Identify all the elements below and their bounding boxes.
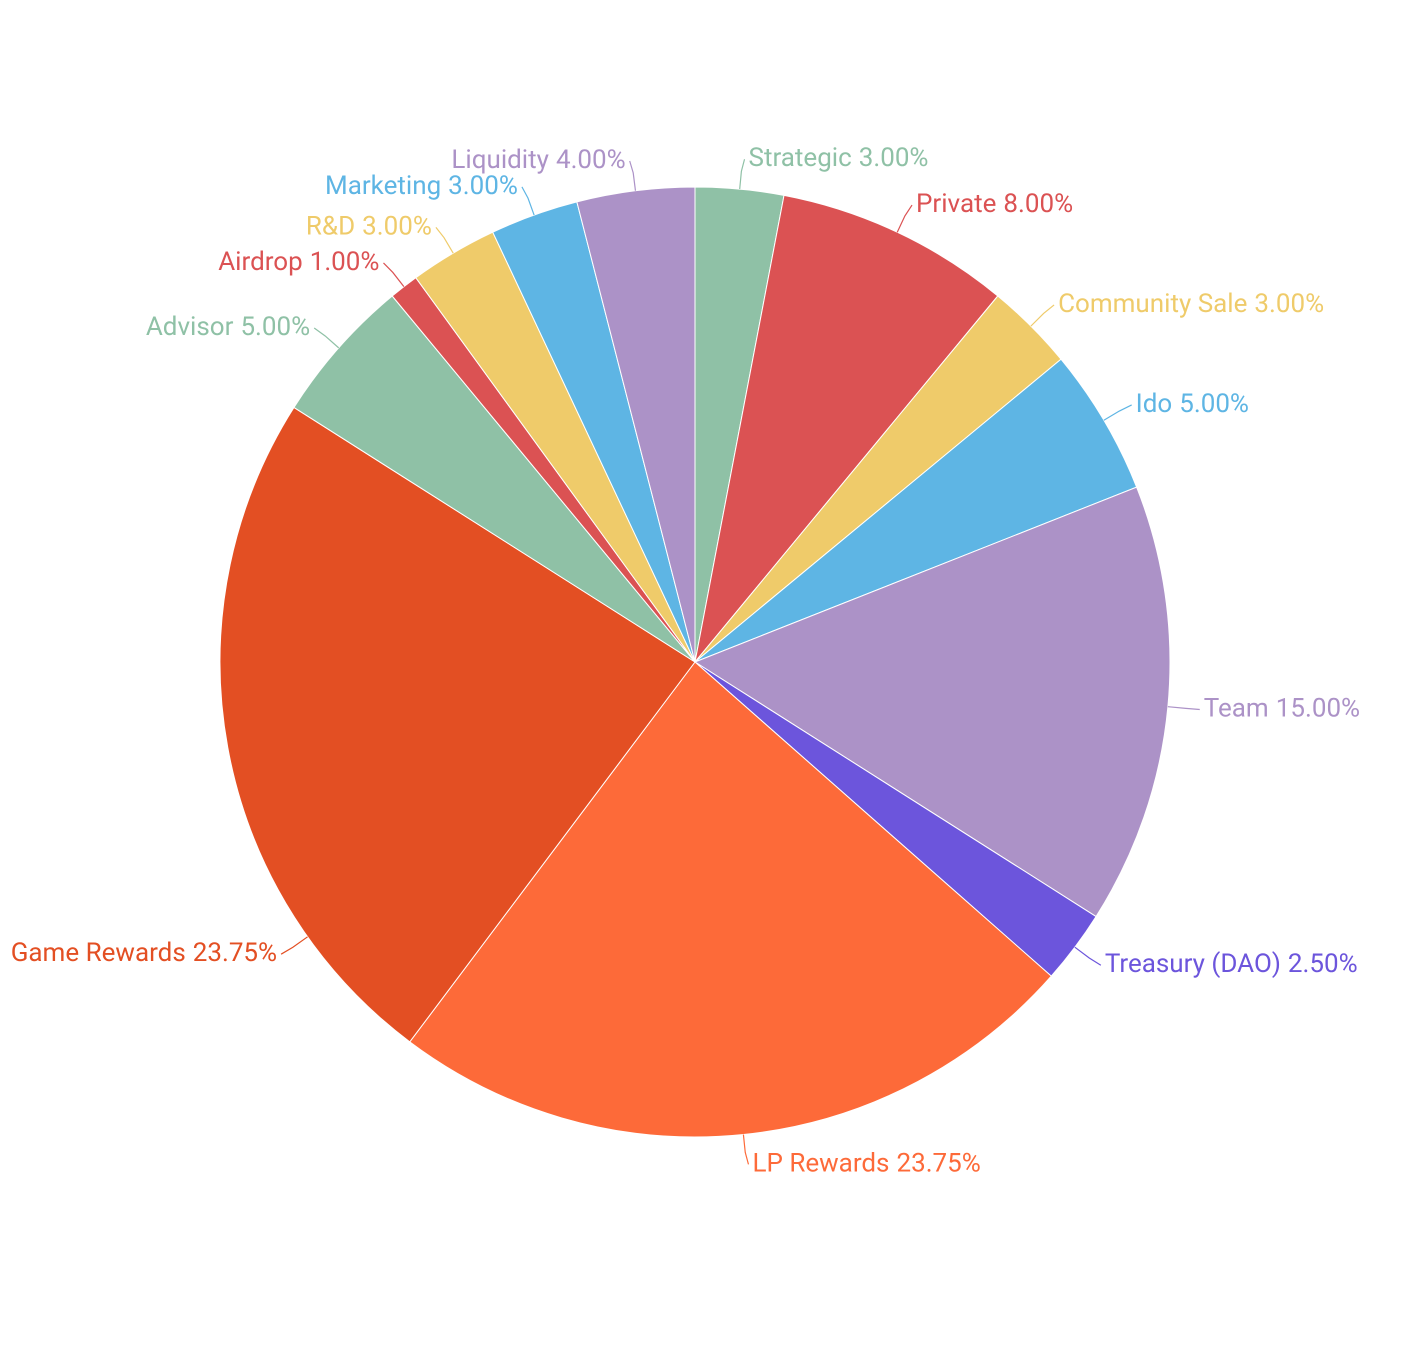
slice-label-value: 3.00% <box>448 171 518 201</box>
slice-label-value: 1.00% <box>310 247 380 277</box>
slice-label-value: 15.00% <box>1276 693 1360 723</box>
slice-label: Ido 5.00% <box>1136 389 1249 419</box>
slice-label-value: 5.00% <box>1179 389 1249 419</box>
slice-label: Community Sale 3.00% <box>1058 289 1324 319</box>
pie-slice <box>694 194 999 663</box>
slice-label-value: 23.75% <box>896 1148 980 1178</box>
pie-slice <box>409 661 1053 1138</box>
slice-label-value: 3.00% <box>1254 289 1324 319</box>
slice-label-name: Community Sale <box>1058 289 1247 319</box>
pie-slice <box>693 486 1171 918</box>
leader-line <box>521 186 535 216</box>
slice-label-name: LP Rewards <box>752 1148 889 1178</box>
slice-label-name: Airdrop <box>218 247 303 277</box>
slice-label: Liquidity 4.00% <box>451 145 625 175</box>
slice-label-value: 2.50% <box>1288 949 1358 979</box>
slice-label-name: Private <box>916 189 996 219</box>
slice-label-name: Team <box>1204 693 1269 723</box>
leader-line <box>435 226 454 254</box>
slice-label: Strategic 3.00% <box>749 143 929 173</box>
slice-label: Advisor 5.00% <box>146 312 310 342</box>
slice-label-value: 8.00% <box>1003 189 1073 219</box>
leader-line <box>1030 304 1055 327</box>
pie-slice <box>293 295 696 663</box>
slice-label: LP Rewards 23.75% <box>752 1148 980 1178</box>
slice-label-name: Ido <box>1136 389 1173 419</box>
slice-label-value: 3.00% <box>859 143 929 173</box>
slice-label-name: Marketing <box>325 171 441 201</box>
pie-slice <box>694 358 1138 663</box>
leader-line <box>629 160 637 191</box>
slice-label-name: Strategic <box>749 143 852 173</box>
slices <box>219 186 1171 1138</box>
slice-label-name: R&D <box>306 211 355 241</box>
slice-label-name: Game Rewards <box>11 938 186 968</box>
slice-label-value: 5.00% <box>240 312 310 342</box>
leader-line <box>1074 946 1102 966</box>
leader-line <box>280 936 308 955</box>
slice-label-value: 3.00% <box>362 211 432 241</box>
slice-label-value: 4.00% <box>556 145 626 175</box>
slice-label: Treasury (DAO) 2.50% <box>1105 949 1358 979</box>
slice-label-name: Advisor <box>146 312 234 342</box>
slice-label-value: 23.75% <box>193 938 277 968</box>
slice-label: Marketing 3.00% <box>325 171 518 201</box>
slice-label-name: Liquidity <box>451 145 549 175</box>
leader-line <box>1103 404 1132 421</box>
slice-label: Game Rewards 23.75% <box>11 938 277 968</box>
slice-label: Private 8.00% <box>916 189 1073 219</box>
leader-line <box>313 327 340 349</box>
leader-line <box>383 262 405 288</box>
leader-line <box>742 1134 750 1165</box>
slice-label: Airdrop 1.00% <box>218 247 379 277</box>
slice-label-name: Treasury (DAO) <box>1105 949 1281 979</box>
leader-line <box>739 159 746 190</box>
slice-label: Team 15.00% <box>1204 693 1360 723</box>
slice-label: R&D 3.00% <box>306 211 432 241</box>
leader-line <box>896 204 913 233</box>
leader-line <box>1167 706 1200 711</box>
pie-slice <box>219 406 696 1043</box>
pie-slice <box>576 186 696 663</box>
